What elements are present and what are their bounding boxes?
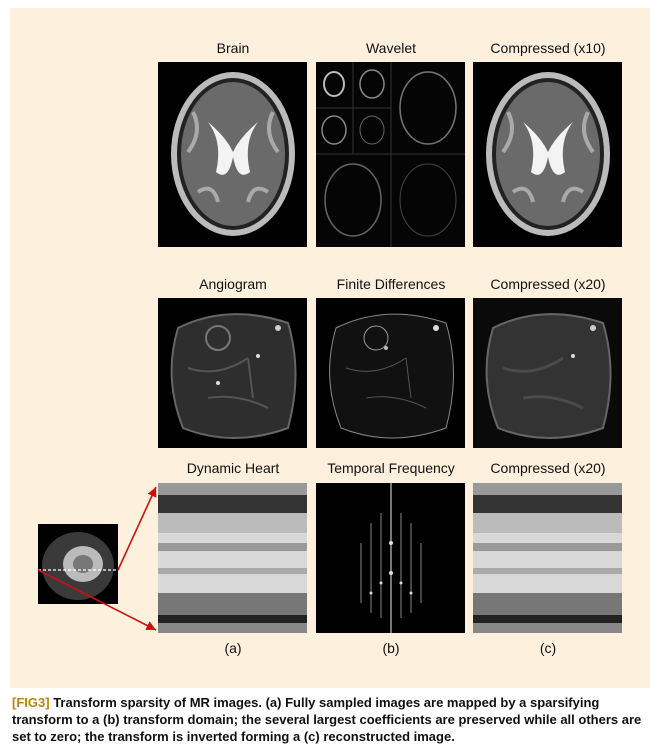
brain-image (158, 62, 307, 247)
label-compressed-x20-heart: Compressed (x20) (490, 460, 606, 476)
caption-tag: [FIG3] (12, 695, 50, 710)
label-dynamic-heart: Dynamic Heart (186, 460, 280, 476)
label-brain: Brain (216, 40, 250, 56)
dynamic-heart-image (158, 483, 307, 633)
compressed-heart-image (473, 483, 622, 633)
temporal-frequency-image (316, 483, 465, 633)
compressed-angiogram-image (473, 298, 622, 448)
label-wavelet: Wavelet (365, 40, 417, 56)
label-temporal-frequency: Temporal Frequency (327, 460, 455, 476)
figure-caption: [FIG3] Transform sparsity of MR images. … (12, 694, 652, 745)
label-compressed-x20-angio: Compressed (x20) (490, 276, 606, 292)
sublabel-b: (b) (382, 640, 400, 656)
compressed-brain-image (473, 62, 622, 247)
sublabel-a: (a) (224, 640, 242, 656)
wavelet-image (316, 62, 465, 247)
sublabel-c: (c) (539, 640, 557, 656)
label-finite-differences: Finite Differences (336, 276, 446, 292)
label-compressed-x10: Compressed (x10) (490, 40, 606, 56)
label-angiogram: Angiogram (199, 276, 267, 292)
caption-text: Transform sparsity of MR images. (a) Ful… (12, 695, 642, 744)
heart-thumbnail (38, 524, 118, 604)
finite-differences-image (316, 298, 465, 448)
angiogram-image (158, 298, 307, 448)
